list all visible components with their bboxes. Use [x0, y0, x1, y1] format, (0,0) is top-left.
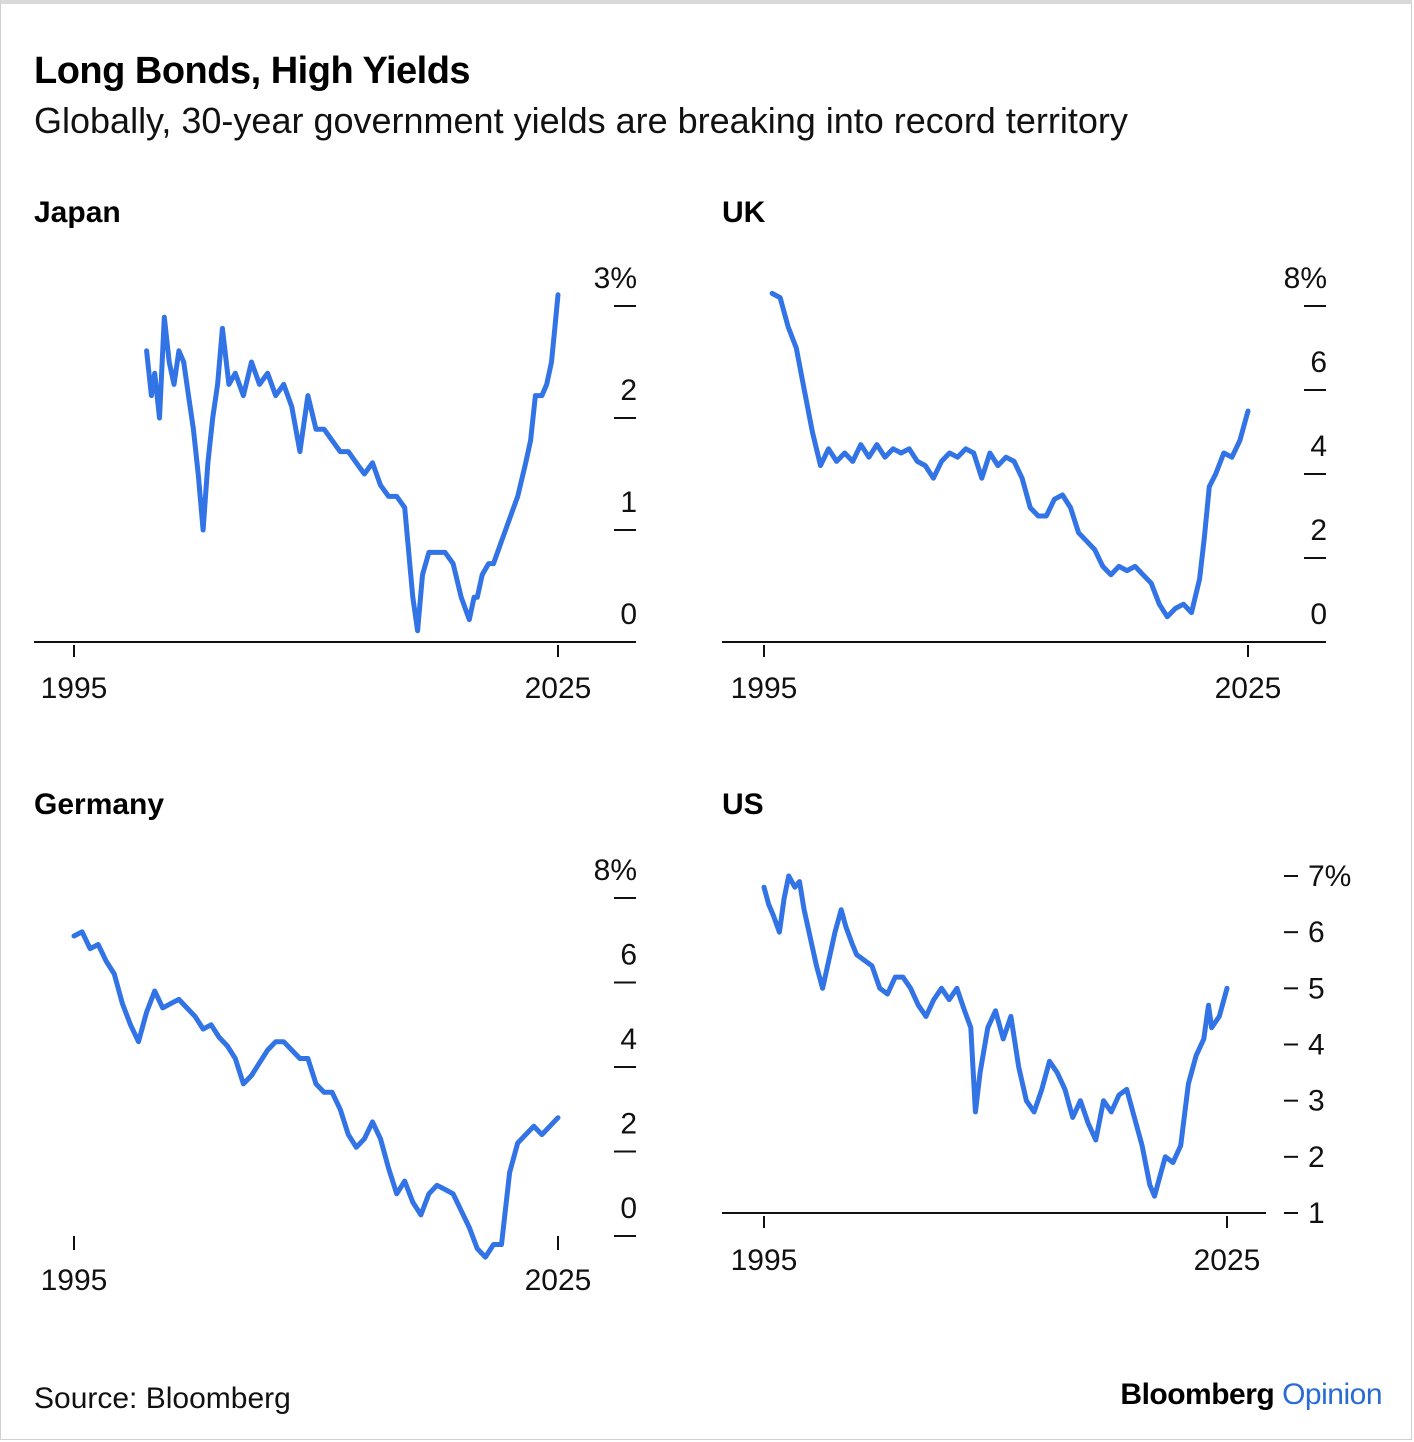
- panel-title-uk: UK: [722, 196, 766, 229]
- y-tick-label: 3%: [594, 262, 637, 295]
- series-line: [761, 873, 1230, 1199]
- y-tick-label: 5: [1308, 972, 1325, 1005]
- series-line: [769, 290, 1251, 620]
- panel-title-japan: Japan: [34, 196, 121, 229]
- y-tick-label: 1: [620, 486, 637, 519]
- y-tick-label: 1: [1308, 1197, 1325, 1230]
- x-tick-label: 2025: [1215, 672, 1282, 705]
- brand-accent: Opinion: [1282, 1378, 1382, 1411]
- x-tick-label: 2025: [1194, 1244, 1261, 1277]
- y-tick-label: 4: [1308, 1029, 1325, 1062]
- y-tick-label: 4: [1310, 430, 1327, 463]
- source-note: Source: Bloomberg: [34, 1382, 291, 1415]
- y-tick-label: 0: [1310, 598, 1327, 631]
- x-tick-label: 1995: [731, 1244, 798, 1277]
- y-tick-label: 2: [620, 1108, 637, 1141]
- y-tick-label: 2: [1310, 514, 1327, 547]
- x-tick-label: 2025: [525, 1264, 592, 1297]
- panel-title-germany: Germany: [34, 788, 165, 821]
- y-tick-label: 3: [1308, 1085, 1325, 1118]
- x-tick-label: 1995: [41, 672, 108, 705]
- y-tick-label: 2: [1308, 1141, 1325, 1174]
- chart-title: Long Bonds, High Yields: [34, 50, 471, 92]
- chart-subtitle: Globally, 30-year government yields are …: [34, 100, 1128, 141]
- x-tick-label: 1995: [731, 672, 798, 705]
- series-line: [71, 929, 561, 1260]
- brand-main: Bloomberg: [1120, 1378, 1275, 1411]
- y-tick-label: 0: [620, 598, 637, 631]
- x-tick-label: 1995: [41, 1264, 108, 1297]
- y-tick-label: 2: [620, 374, 637, 407]
- x-tick-label: 2025: [525, 672, 592, 705]
- panel-title-us: US: [722, 788, 764, 821]
- y-tick-label: 7%: [1308, 860, 1351, 893]
- y-tick-label: 4: [620, 1023, 637, 1056]
- brand-logo: Bloomberg Opinion: [1120, 1378, 1382, 1412]
- y-tick-label: 8%: [1284, 262, 1327, 295]
- y-tick-label: 6: [620, 939, 637, 972]
- y-tick-label: 6: [1308, 916, 1325, 949]
- y-tick-label: 0: [620, 1192, 637, 1225]
- y-tick-label: 8%: [594, 854, 637, 887]
- y-tick-label: 6: [1310, 346, 1327, 379]
- series-line: [144, 292, 561, 634]
